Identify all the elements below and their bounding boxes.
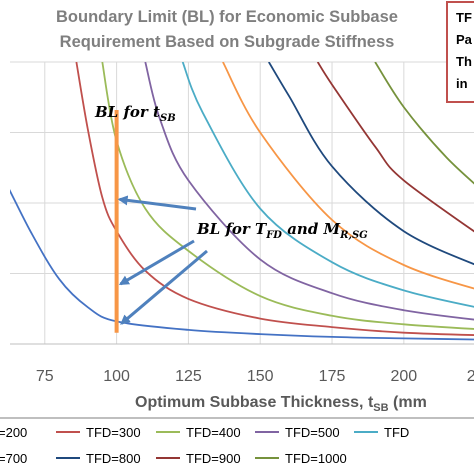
x-tick-label: 75 (36, 368, 54, 385)
chart-title-line-2: Requirement Based on Subgrade Stiffness (60, 33, 395, 51)
series-lines (10, 62, 474, 341)
x-axis-label: Optimum Subbase Thickness, tSB (mm (135, 394, 427, 414)
series-line-6 (222, 62, 474, 290)
series-line-8 (316, 62, 474, 233)
note-box: TF Pa Th in (446, 1, 474, 103)
series-line-4 (144, 62, 474, 321)
note-box-line-3: Th (456, 54, 472, 69)
x-tick-label: 150 (247, 368, 274, 385)
legend-label: =200 (0, 425, 27, 440)
arrow-to-point-3 (120, 249, 208, 325)
legend-label: TFD (384, 425, 409, 440)
x-axis-title: Optimum Subbase Thickness, tSB (mm (135, 394, 427, 414)
legend-label: TFD=300 (86, 425, 141, 440)
series-line-3 (101, 62, 474, 330)
annotation-bl-tsb: BL for tSB (94, 103, 176, 124)
annotation-bl-tfd: BL for TFD and MR,SG (196, 220, 368, 241)
chart-title-line-1: Boundary Limit (BL) for Economic Subbase (56, 8, 398, 26)
x-tick-label: 125 (175, 368, 202, 385)
series-line-9 (374, 62, 474, 185)
legend-frame (0, 417, 474, 474)
legend-label: TFD=500 (285, 425, 340, 440)
legend: =200 TFD=300 TFD=400 TFD=500 TFD =700 TFD=800 T… (0, 417, 474, 474)
legend-label: TFD=900 (186, 451, 241, 466)
series-line-2 (75, 62, 474, 336)
arrow-to-point-2 (118, 239, 195, 286)
legend-label: TFD=400 (186, 425, 241, 440)
grid (10, 61, 474, 345)
legend-label: TFD=800 (86, 451, 141, 466)
note-box-frame (446, 1, 474, 103)
x-tick-label: 175 (319, 368, 346, 385)
note-box-line-1: TF (456, 10, 472, 25)
arrow-to-point-1 (117, 195, 197, 211)
x-tick-label: 22 (467, 368, 474, 385)
x-tick-label: 100 (103, 368, 130, 385)
title-background (28, 4, 436, 56)
legend-label: TFD=1000 (285, 451, 347, 466)
note-box-line-2: Pa (456, 32, 473, 47)
note-box-line-4: in (456, 76, 468, 91)
series-line-7 (268, 62, 474, 266)
x-tick-label: 200 (390, 368, 417, 385)
x-tick-labels: 507510012515017520022 (36, 368, 474, 385)
legend-label: =700 (0, 451, 27, 466)
series-line-5 (181, 62, 474, 308)
chart-title: Boundary Limit (BL) for Economic Subbase… (28, 4, 436, 56)
annotations: BL for tSB BL for TFD and MR,SG (94, 103, 368, 325)
